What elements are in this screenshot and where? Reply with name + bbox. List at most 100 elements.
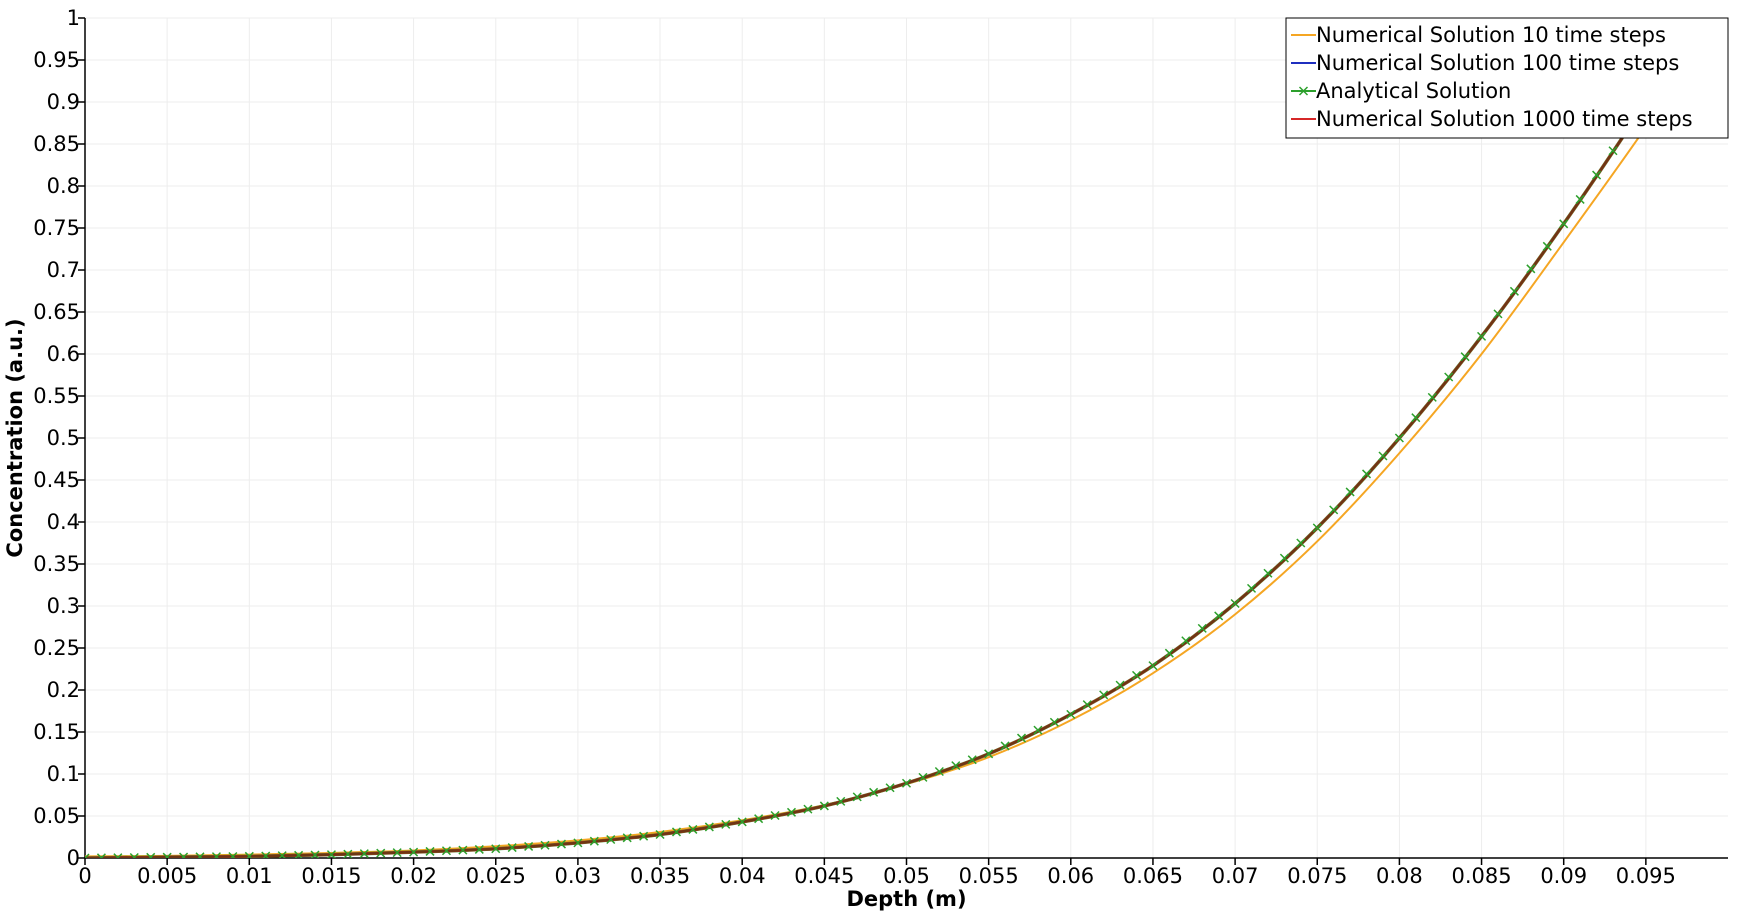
analytical-marker <box>639 831 649 841</box>
x-axis-ticks: 0 0.005 0.01 0.015 0.02 0.025 0.03 0.035 0.04 0.0… <box>78 858 1676 888</box>
analytical-marker <box>688 824 698 834</box>
legend: Numerical Solution 10 time steps Numerica… <box>1285 17 1729 139</box>
analytical-marker <box>556 839 567 849</box>
analytical-marker <box>195 852 205 858</box>
x-tick-label: 0.02 <box>390 864 437 888</box>
analytical-marker <box>326 850 336 858</box>
analytical-marker <box>1509 286 1519 296</box>
analytical-marker <box>409 847 419 857</box>
analytical-marker <box>967 755 977 765</box>
analytical-marker <box>737 817 747 827</box>
analytical-marker <box>951 761 961 771</box>
analytical-marker <box>458 845 468 855</box>
analytical-marker <box>1197 623 1207 633</box>
analytical-marker <box>786 807 797 817</box>
x-axis-title: Depth (m) <box>846 887 966 911</box>
analytical-marker <box>1394 433 1404 443</box>
x-tick-label: 0.055 <box>959 864 1019 888</box>
analytical-marker <box>376 848 386 858</box>
y-tick-label: 0.6 <box>47 342 80 366</box>
analytical-marker <box>655 829 665 840</box>
y-tick-label: 0.15 <box>33 720 80 744</box>
analytical-marker <box>179 852 189 858</box>
legend-marker <box>1298 86 1309 96</box>
analytical-marker <box>869 787 879 797</box>
x-tick-label: 0.06 <box>1047 864 1094 888</box>
analytical-marker <box>491 844 501 854</box>
y-tick-label: 0.05 <box>33 804 80 828</box>
analytical-marker <box>836 796 846 806</box>
legend-box <box>1285 17 1729 139</box>
y-tick-label: 0.85 <box>33 132 80 156</box>
analytical-marker <box>1263 568 1273 578</box>
y-tick-label: 0 <box>67 846 80 870</box>
legend-label: Analytical Solution <box>1316 79 1511 103</box>
x-tick-label: 0.045 <box>794 864 854 888</box>
analytical-marker <box>1345 487 1355 497</box>
analytical-marker <box>1460 352 1470 362</box>
legend-label: Numerical Solution 10 time steps <box>1316 23 1666 47</box>
analytical-marker <box>819 801 829 811</box>
analytical-marker <box>1312 523 1322 533</box>
analytical-marker <box>671 827 682 837</box>
analytical-marker <box>1493 309 1503 319</box>
series-layer <box>85 34 1689 858</box>
y-tick-label: 0.25 <box>33 636 80 660</box>
y-tick-label: 0.5 <box>47 426 80 450</box>
analytical-marker <box>425 846 435 856</box>
y-tick-label: 1 <box>67 6 80 30</box>
y-axis-ticks: 0 0.05 0.1 0.15 0.2 0.25 0.3 0.35 0.4 0.45 0.5 0.55… <box>33 6 85 870</box>
analytical-marker <box>1296 538 1306 548</box>
legend-label: Numerical Solution 1000 time steps <box>1316 107 1693 131</box>
analytical-marker <box>1066 709 1076 719</box>
analytical-marker <box>162 852 172 858</box>
analytical-marker <box>1411 413 1421 423</box>
analytical-marker <box>1016 733 1027 743</box>
y-tick-label: 0.45 <box>33 468 80 492</box>
x-tick-label: 0.04 <box>719 864 766 888</box>
x-tick-label: 0.025 <box>466 864 526 888</box>
analytical-marker <box>1181 636 1191 646</box>
analytical-marker <box>770 810 780 821</box>
analytical-marker <box>901 778 912 788</box>
x-tick-label: 0.07 <box>1212 864 1259 888</box>
analytical-marker <box>146 852 156 858</box>
analytical-marker <box>343 849 353 858</box>
x-tick-label: 0 <box>78 864 91 888</box>
analytical-marker <box>1329 505 1339 515</box>
analytical-marker <box>754 814 764 824</box>
analytical-marker <box>524 841 534 851</box>
analytical-marker <box>1427 392 1437 402</box>
analytical-marker <box>113 853 123 858</box>
y-tick-label: 0.4 <box>47 510 80 534</box>
analytical-marker <box>1148 661 1158 671</box>
analytical-marker <box>261 851 271 858</box>
analytical-marker <box>721 819 731 829</box>
analytical-marker <box>606 834 616 845</box>
analytical-marker <box>1592 170 1602 180</box>
analytical-marker <box>1575 194 1585 204</box>
y-tick-label: 0.1 <box>47 762 80 786</box>
analytical-marker <box>1378 451 1388 461</box>
analytical-marker <box>1115 680 1125 690</box>
analytical-marker <box>96 853 106 858</box>
analytical-marker <box>1033 725 1043 735</box>
analytical-marker <box>1000 741 1010 751</box>
analytical-marker <box>1559 219 1569 229</box>
analytical-marker <box>310 850 320 858</box>
analytical-marker <box>704 822 714 832</box>
y-axis-title: Concentration (a.u.) <box>3 318 27 557</box>
analytical-marker <box>1362 469 1372 479</box>
analytical-marker <box>1164 648 1174 658</box>
analytical-marker <box>984 749 994 759</box>
analytical-marker <box>1082 700 1092 710</box>
analytical-marker <box>1477 331 1487 341</box>
y-tick-label: 0.35 <box>33 552 80 576</box>
analytical-marker <box>589 836 599 846</box>
analytical-marker <box>244 851 254 858</box>
analytical-marker <box>1214 611 1224 621</box>
legend-label: Numerical Solution 100 time steps <box>1316 51 1679 75</box>
analytical-marker <box>918 772 928 782</box>
grid-lines <box>84 17 1728 859</box>
x-tick-label: 0.065 <box>1123 864 1183 888</box>
